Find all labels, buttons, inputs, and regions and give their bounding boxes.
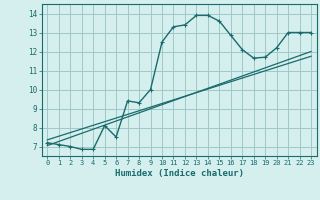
X-axis label: Humidex (Indice chaleur): Humidex (Indice chaleur) [115,169,244,178]
